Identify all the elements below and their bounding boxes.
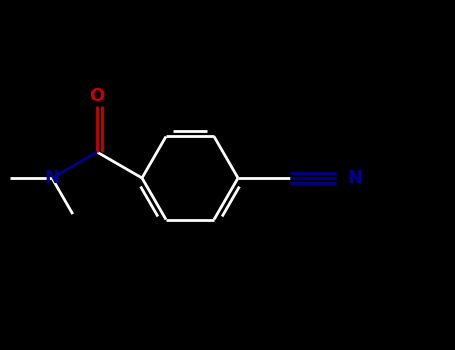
Text: N: N: [348, 169, 363, 187]
Text: O: O: [89, 87, 105, 105]
Text: N: N: [45, 169, 60, 187]
